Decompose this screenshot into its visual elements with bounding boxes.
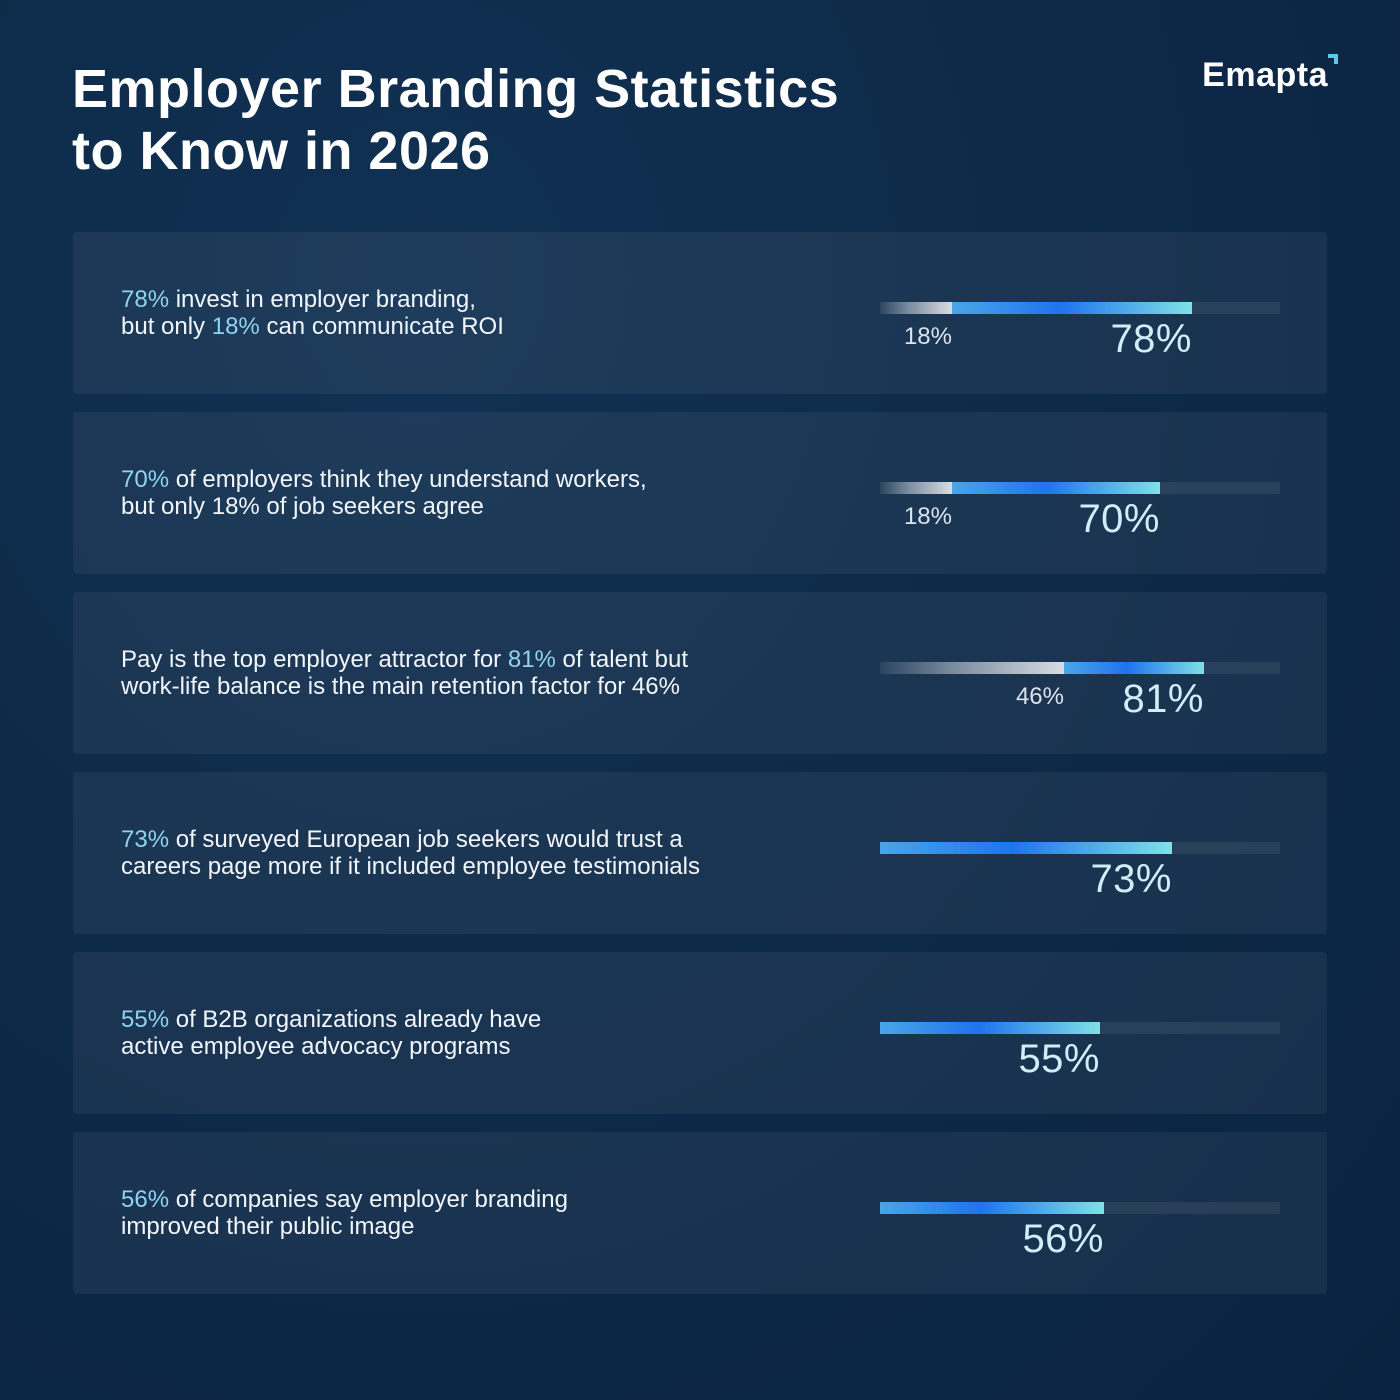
stat-text-run: invest in employer branding, [169, 286, 476, 313]
stat-text-run: can communicate ROI [259, 313, 504, 340]
bar-value-label: 81% [1122, 677, 1204, 721]
stat-text-run: work-life balance is the main retention … [121, 673, 680, 700]
stat-text-run: of companies say employer branding [169, 1186, 568, 1213]
highlight-text: 78% [121, 286, 170, 313]
bar-secondary-label: 46% [1015, 683, 1064, 710]
bar-segment [880, 1202, 1104, 1214]
stat-text-run: careers page more if it included employe… [121, 853, 700, 880]
stat-description-line: 55% of B2B organizations already have [121, 1006, 541, 1033]
bar-value-label: 70% [1078, 497, 1160, 541]
bar-track [880, 302, 1280, 314]
stat-card: 78% invest in employer branding, but only… [73, 232, 1327, 394]
emapta-logo: Emapta [1202, 54, 1338, 95]
highlight-text: 18% [211, 313, 260, 340]
stat-text-run: but only 18% of job seekers agree [121, 493, 484, 520]
bar-track [880, 662, 1280, 674]
stat-text-run: improved their public image [121, 1213, 415, 1240]
page-title: Employer Branding Statistics to Know in … [72, 58, 839, 182]
stat-card: 70% of employers think they understand w… [73, 412, 1327, 574]
stat-card: 55% of B2B organizations already have act… [73, 952, 1327, 1114]
bar-segment [880, 842, 1172, 854]
stat-text-run: active employee advocacy programs [121, 1033, 511, 1060]
bar-value-label: 73% [1090, 857, 1172, 901]
bar-segment [880, 1022, 1100, 1034]
bar-segment-upper [1064, 662, 1204, 674]
stat-text-run: of talent but [555, 646, 688, 673]
bar-segment-upper [952, 302, 1192, 314]
stat-description-line: Pay is the top employer attractor for 81… [121, 646, 688, 673]
highlight-text: 81% [507, 646, 556, 673]
stat-description-line: improved their public image [121, 1213, 568, 1240]
stat-description: Pay is the top employer attractor for 81… [121, 646, 688, 700]
stat-description: 56% of companies say employer branding im… [121, 1186, 568, 1240]
stat-description-line: work-life balance is the main retention … [121, 673, 688, 700]
bar-secondary-label: 18% [903, 323, 952, 350]
stat-description-line: 73% of surveyed European job seekers wou… [121, 826, 700, 853]
logo-text: Emapta [1202, 56, 1328, 94]
stat-description-line: active employee advocacy programs [121, 1033, 541, 1060]
highlight-text: 56% [121, 1186, 170, 1213]
bar-value-label: 78% [1110, 317, 1192, 361]
stats-chart: 78% invest in employer branding, but only… [73, 232, 1327, 1312]
bar-track [880, 1202, 1280, 1214]
stat-text-run: of employers think they understand worke… [169, 466, 647, 493]
bar-segment-lower [880, 302, 952, 314]
stat-description: 55% of B2B organizations already have act… [121, 1006, 541, 1060]
stat-text-run: Pay is the top employer attractor for [121, 646, 508, 673]
stat-text-run: but only [121, 313, 212, 340]
bar-track [880, 1022, 1280, 1034]
stat-description-line: 56% of companies say employer branding [121, 1186, 568, 1213]
bar-secondary-label: 18% [903, 503, 952, 530]
highlight-text: 70% [121, 466, 170, 493]
stat-description: 73% of surveyed European job seekers wou… [121, 826, 700, 880]
bar-track [880, 482, 1280, 494]
bar-track [880, 842, 1280, 854]
title-line-1: Employer Branding Statistics [72, 59, 840, 119]
bar-segment-lower [880, 482, 952, 494]
title-line-2: to Know in 2026 [72, 121, 491, 181]
stat-description-line: 78% invest in employer branding, [121, 286, 504, 313]
bar-value-label: 56% [1022, 1217, 1104, 1261]
stat-text-run: of B2B organizations already have [169, 1006, 542, 1033]
stat-text-run: of surveyed European job seekers would t… [169, 826, 683, 853]
stat-description-line: but only 18% of job seekers agree [121, 493, 647, 520]
stat-description: 78% invest in employer branding, but only… [121, 286, 504, 340]
stat-description: 70% of employers think they understand w… [121, 466, 647, 520]
bar-segment-lower [880, 662, 1064, 674]
stat-description-line: but only 18% can communicate ROI [121, 313, 504, 340]
logo-corner-icon [1328, 54, 1338, 64]
stat-card: Pay is the top employer attractor for 81… [73, 592, 1327, 754]
bar-segment-upper [952, 482, 1160, 494]
bar-value-label: 55% [1018, 1037, 1100, 1081]
stat-card: 73% of surveyed European job seekers wou… [73, 772, 1327, 934]
highlight-text: 73% [121, 826, 170, 853]
highlight-text: 55% [121, 1006, 170, 1033]
stat-card: 56% of companies say employer branding im… [73, 1132, 1327, 1294]
stat-description-line: careers page more if it included employe… [121, 853, 700, 880]
stat-description-line: 70% of employers think they understand w… [121, 466, 647, 493]
